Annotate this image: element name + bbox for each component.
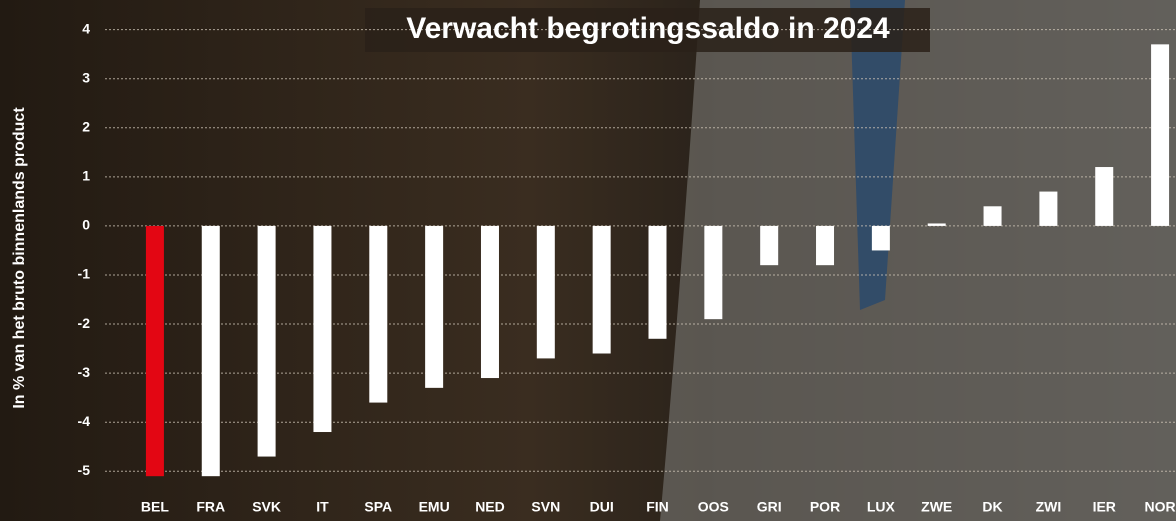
- bar: [984, 206, 1002, 226]
- x-tick-label: BEL: [141, 499, 169, 515]
- bar: [928, 223, 946, 225]
- bar: [649, 226, 667, 339]
- bar: [1151, 44, 1169, 226]
- y-tick-label: -5: [78, 462, 91, 478]
- bar: [1095, 167, 1113, 226]
- bar: [369, 226, 387, 403]
- x-tick-label: IT: [316, 499, 329, 515]
- y-tick-label: 0: [82, 217, 90, 233]
- x-tick-label: FRA: [196, 499, 225, 515]
- bar: [593, 226, 611, 354]
- x-tick-label: DK: [982, 499, 1002, 515]
- x-tick-label: SPA: [364, 499, 392, 515]
- bar: [872, 226, 890, 251]
- chart: Verwacht begrotingssaldo in 2024 In % va…: [0, 0, 1176, 521]
- x-tick-label: FIN: [646, 499, 669, 515]
- y-tick-label: 4: [82, 20, 90, 36]
- y-tick-label: -1: [78, 266, 91, 282]
- x-tick-label: EMU: [419, 499, 450, 515]
- bar: [481, 226, 499, 378]
- y-tick-label: 2: [82, 118, 90, 134]
- bar: [202, 226, 220, 476]
- y-tick-label: 1: [82, 168, 90, 184]
- x-tick-label: POR: [810, 499, 840, 515]
- x-tick-label: GRI: [757, 499, 782, 515]
- x-tick-label: OOS: [698, 499, 729, 515]
- bar: [760, 226, 778, 265]
- x-tick-label: DUI: [590, 499, 614, 515]
- bar: [1039, 192, 1057, 226]
- y-axis-label: In % van het bruto binnenlands product: [11, 107, 28, 409]
- bar: [704, 226, 722, 319]
- x-tick-label: NED: [475, 499, 505, 515]
- x-tick-label: LUX: [867, 499, 896, 515]
- y-tick-label: -4: [78, 413, 91, 429]
- bar: [313, 226, 331, 432]
- bar: [537, 226, 555, 358]
- x-tick-label: NOR: [1145, 499, 1176, 515]
- bar: [425, 226, 443, 388]
- background-figure: [660, 0, 1176, 521]
- x-tick-label: IER: [1093, 499, 1116, 515]
- x-tick-label: ZWE: [921, 499, 952, 515]
- bar: [258, 226, 276, 457]
- y-tick-label: 3: [82, 69, 90, 85]
- bar: [146, 226, 164, 476]
- bar: [816, 226, 834, 265]
- y-tick-label: -3: [78, 364, 91, 380]
- x-tick-label: ZWI: [1036, 499, 1062, 515]
- y-tick-label: -2: [78, 315, 91, 331]
- chart-title: Verwacht begrotingssaldo in 2024: [406, 12, 890, 45]
- x-tick-label: SVK: [252, 499, 281, 515]
- x-tick-label: SVN: [531, 499, 560, 515]
